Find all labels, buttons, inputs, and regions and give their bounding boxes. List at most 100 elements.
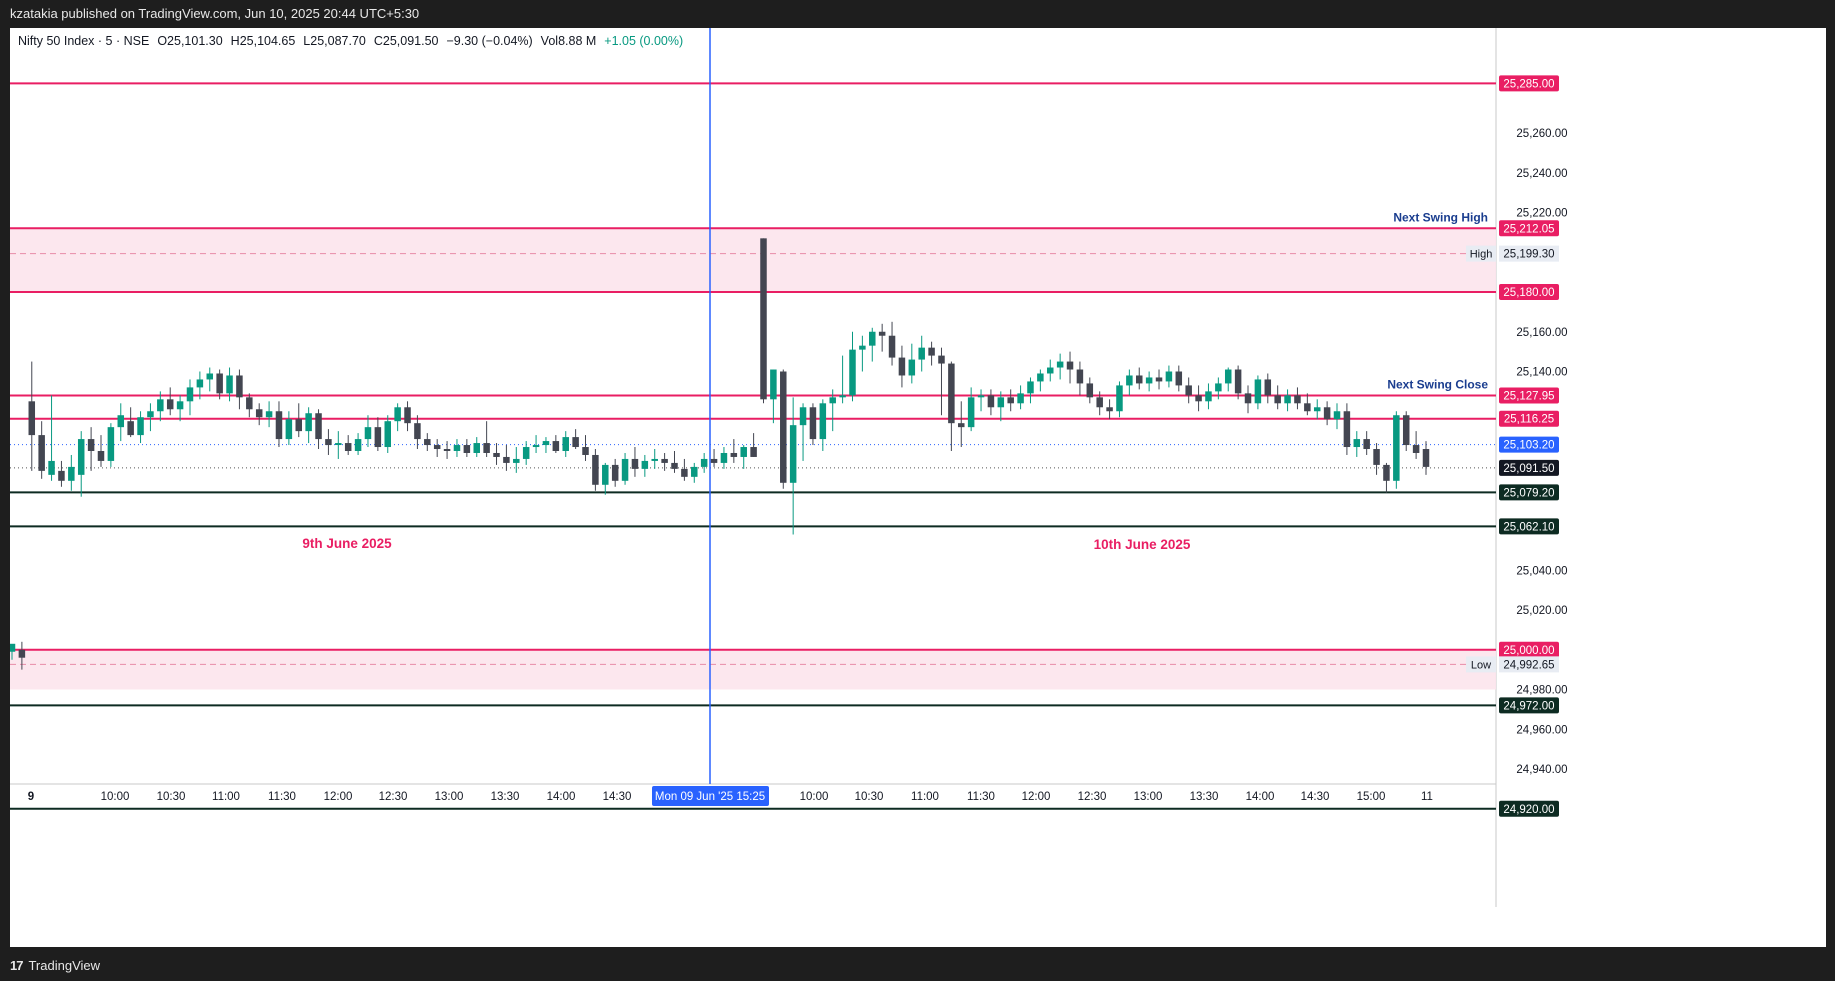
candle — [869, 327, 876, 362]
crosshair-time-tag-bg — [652, 786, 769, 806]
candle — [1175, 365, 1183, 392]
candle-body — [493, 452, 500, 457]
candle — [354, 433, 362, 455]
candle-body — [819, 403, 827, 440]
candle-body — [463, 445, 471, 453]
candle-body — [1353, 439, 1361, 448]
candle-body — [1422, 449, 1430, 467]
candle-body — [928, 347, 935, 356]
candle-body — [770, 369, 777, 400]
candle — [1126, 369, 1133, 396]
price-tag-bg-2 — [1499, 284, 1559, 300]
price-tag-label-0: 25,285.00 — [1503, 78, 1554, 90]
candle — [908, 343, 916, 384]
tradingview-brand[interactable]: 17 TradingView — [10, 950, 100, 981]
x-tick-label: 15:00 — [1357, 791, 1386, 803]
price-tag-label-3: 25,127.95 — [1503, 390, 1554, 402]
legend-volume: Vol8.88 M — [540, 34, 597, 48]
candle-body — [1244, 393, 1252, 404]
candle — [977, 389, 985, 412]
candle-body — [77, 439, 85, 475]
x-tick-label: 11 — [1421, 791, 1433, 803]
candle-body — [305, 413, 312, 432]
chart-area[interactable]: Next Swing High Next Swing Close 9th June … — [8, 28, 1826, 947]
candle-body — [384, 421, 391, 448]
candle-body — [1234, 369, 1242, 394]
candle-body — [68, 466, 75, 481]
candle — [542, 437, 550, 453]
candle — [275, 401, 283, 448]
candle — [1234, 365, 1242, 400]
candle-body — [443, 449, 451, 451]
candle — [592, 449, 599, 491]
y-tick-label: 25,260.00 — [1516, 128, 1567, 140]
candle — [1383, 462, 1390, 493]
candlestick-chart[interactable]: Next Swing High Next Swing Close 9th June … — [8, 28, 1826, 947]
candle — [315, 409, 322, 450]
candle-body — [354, 439, 362, 451]
candle-body — [750, 447, 757, 457]
price-tag-label-2: 25,180.00 — [1503, 287, 1554, 299]
candle — [1422, 441, 1430, 475]
candle — [1066, 351, 1074, 384]
price-tag-bg-5 — [1499, 436, 1559, 453]
candle-body — [97, 451, 105, 461]
candle — [1313, 399, 1321, 420]
candle — [1047, 359, 1054, 382]
x-tick-label: 10:30 — [855, 791, 884, 803]
symbol-name[interactable]: Nifty 50 Index · 5 · NSE — [18, 34, 150, 48]
x-tick-label: 14:30 — [603, 791, 632, 803]
candle-body — [414, 423, 421, 440]
candle — [997, 391, 1005, 422]
candle-body — [394, 407, 401, 422]
y-tick-label: 25,140.00 — [1516, 367, 1567, 379]
candle — [246, 393, 253, 418]
candle — [1402, 411, 1410, 451]
candle-body — [1215, 383, 1222, 392]
candle — [8, 643, 16, 660]
candle — [1343, 403, 1351, 455]
candle-body — [1333, 411, 1341, 420]
candle-body — [1323, 407, 1331, 420]
candle-body — [720, 452, 728, 463]
footer-bar: 17 TradingView — [0, 950, 1835, 981]
candle-body — [611, 464, 619, 481]
candle-body — [681, 468, 688, 477]
candle — [443, 441, 451, 459]
candle-body — [997, 397, 1005, 408]
candle — [503, 445, 510, 471]
x-tick-label: 9 — [28, 791, 34, 803]
candle-body — [799, 407, 807, 426]
candle-body — [1393, 415, 1400, 481]
candle — [1373, 443, 1380, 475]
candle-body — [621, 458, 629, 481]
candle-body — [631, 458, 639, 469]
candle — [483, 421, 490, 457]
candle — [760, 238, 767, 404]
candle — [1274, 385, 1281, 410]
candle — [107, 423, 115, 467]
publisher-line: kzatakia published on TradingView.com, J… — [10, 6, 420, 21]
candle — [1215, 377, 1222, 400]
candle — [147, 403, 154, 432]
candle — [938, 347, 945, 416]
x-tick-label: 10:00 — [101, 791, 130, 803]
price-tag-label-9: 25,000.00 — [1503, 645, 1554, 657]
candle — [1027, 377, 1034, 404]
candle-body — [839, 395, 846, 398]
candle — [236, 369, 243, 410]
candle-body — [1383, 464, 1390, 481]
candle — [77, 431, 85, 497]
x-tick-label: 12:00 — [1022, 791, 1051, 803]
candle-body — [730, 452, 738, 457]
price-tag-bg-1 — [1499, 220, 1559, 237]
candle-body — [255, 409, 263, 418]
price-tag-label-10: 24,972.00 — [1503, 700, 1554, 712]
candle-body — [829, 397, 836, 404]
candle — [285, 411, 293, 446]
candle — [1393, 411, 1400, 489]
candle — [1353, 431, 1361, 457]
x-tick-label: 10:30 — [157, 791, 186, 803]
candle-body — [740, 447, 747, 457]
candle-body — [206, 373, 214, 380]
